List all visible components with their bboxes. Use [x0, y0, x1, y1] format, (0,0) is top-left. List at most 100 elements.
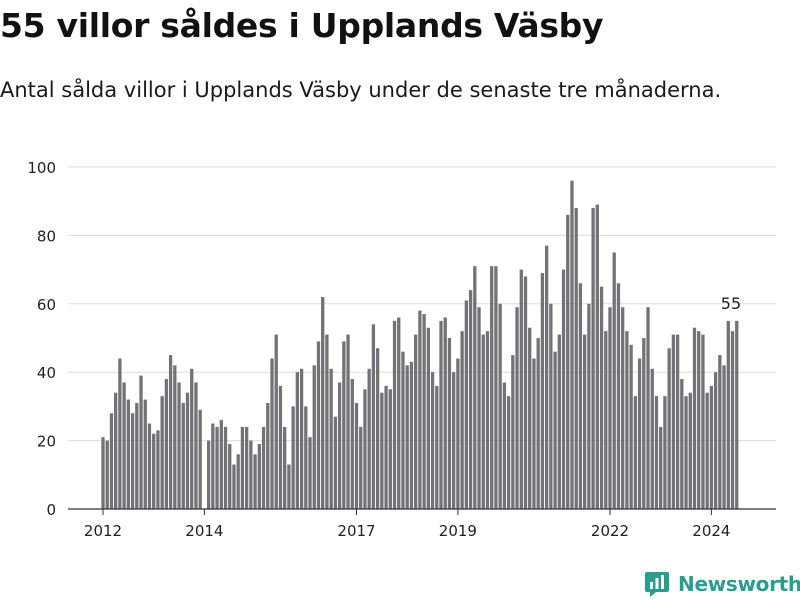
bar: [147, 423, 152, 509]
bar: [570, 180, 574, 509]
bar: [177, 382, 181, 509]
bar: [544, 245, 549, 509]
bar: [346, 334, 350, 509]
bar: [519, 269, 523, 509]
bar: [215, 426, 219, 509]
bar: [253, 454, 257, 509]
page-title: 55 villor såldes i Upplands Väsby: [0, 6, 604, 45]
bar: [422, 314, 426, 509]
bar: [418, 310, 422, 509]
y-tick-label: 80: [37, 227, 56, 245]
x-tick-label: 2024: [692, 522, 730, 540]
bar: [583, 334, 587, 509]
bar: [709, 385, 714, 509]
bar: [667, 348, 671, 509]
x-tick-label: 2022: [591, 522, 629, 540]
bar: [701, 334, 705, 509]
bar: [270, 358, 274, 509]
bar: [684, 396, 688, 509]
bar: [506, 396, 511, 509]
bar: [587, 303, 591, 509]
bar: [528, 327, 532, 509]
bar: [705, 392, 709, 509]
x-axis-labels: 2012 2014 2017 2019 2022 2024: [84, 509, 730, 540]
bar: [185, 392, 190, 509]
bar: [566, 214, 570, 509]
y-tick-label: 20: [37, 433, 56, 451]
x-tick-label: 2017: [337, 522, 375, 540]
bar: [540, 273, 545, 509]
bar: [295, 372, 299, 509]
bar: [456, 358, 460, 509]
bar: [371, 324, 376, 509]
bar: [384, 385, 388, 509]
bar: [232, 464, 236, 509]
bar: [337, 382, 342, 509]
highlight-value-label: 55: [721, 294, 741, 313]
x-tick-label: 2019: [439, 522, 477, 540]
bar: [494, 266, 498, 509]
bar: [498, 303, 502, 509]
bar: [257, 444, 261, 509]
y-tick-label: 100: [27, 159, 56, 177]
bar: [532, 358, 536, 509]
bar: [485, 331, 490, 509]
bar: [536, 338, 540, 509]
bar: [439, 320, 443, 509]
bar: [692, 327, 697, 509]
bar: [430, 372, 435, 509]
bar: [401, 351, 405, 509]
bar: [637, 358, 642, 509]
bar: [654, 396, 659, 509]
bar: [680, 379, 684, 509]
bar: [426, 327, 430, 509]
bar: [515, 307, 519, 509]
bar: [152, 433, 156, 509]
bar: [561, 269, 566, 509]
bar: [333, 416, 338, 509]
bar: [135, 402, 139, 509]
bar: [101, 437, 105, 509]
bar: [316, 341, 321, 509]
bar: [304, 406, 308, 509]
bar: [321, 296, 325, 509]
bar: [312, 365, 316, 509]
bar: [511, 355, 515, 509]
bar: [671, 334, 676, 509]
bar: [621, 307, 625, 509]
bar: [266, 402, 270, 509]
bar: [299, 368, 304, 509]
bar: [473, 266, 477, 509]
bar: [464, 300, 468, 509]
bar: [156, 430, 160, 509]
bar: [468, 290, 473, 509]
bar: [283, 426, 287, 509]
bar: [359, 426, 363, 509]
bar: [291, 406, 295, 509]
x-tick-label: 2014: [185, 522, 223, 540]
bar: [578, 283, 583, 509]
bar: [722, 365, 726, 509]
page-subtitle: Antal sålda villor i Upplands Väsby unde…: [0, 78, 722, 102]
bar: [206, 440, 211, 509]
bar: [388, 389, 392, 509]
bar: [490, 266, 494, 509]
bar: [109, 413, 114, 509]
bar: [164, 379, 169, 509]
bar: [726, 320, 730, 509]
bar: [126, 399, 130, 509]
bar: [405, 365, 409, 509]
bar: [118, 358, 122, 509]
bar: [342, 341, 346, 509]
bar: [646, 307, 650, 509]
bar: [502, 382, 507, 509]
bar: [236, 454, 240, 509]
bar: [557, 334, 561, 509]
bar: [663, 396, 667, 509]
bar: [612, 252, 616, 509]
newsworthy-logo-icon: [645, 572, 669, 597]
bar: [122, 382, 126, 509]
brand-name: Newsworthy: [678, 572, 800, 596]
bar: [616, 283, 621, 509]
bar: [633, 396, 637, 509]
